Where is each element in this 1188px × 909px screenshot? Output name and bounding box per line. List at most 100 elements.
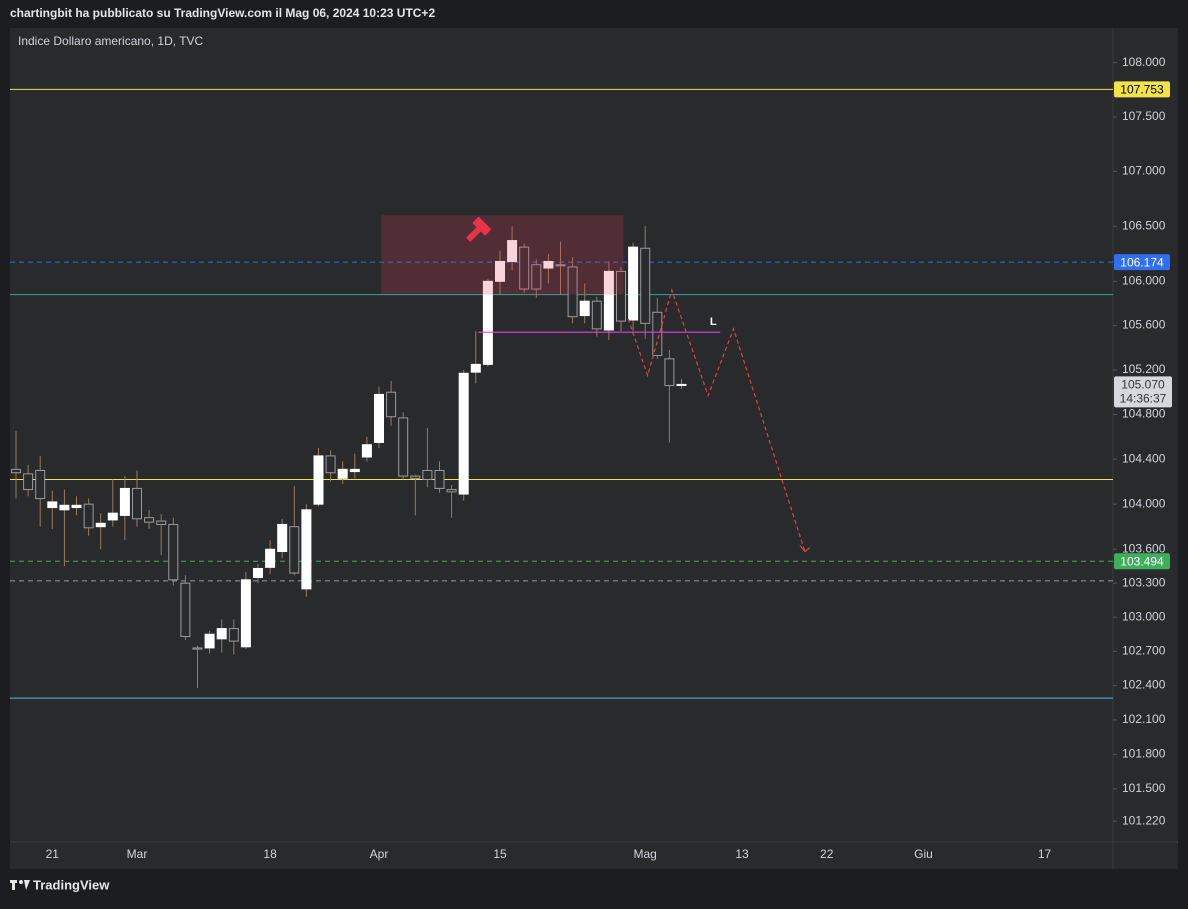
plot-area	[10, 28, 1113, 842]
y-tick-label: 103.300	[1122, 575, 1166, 589]
last-price-bg	[1114, 376, 1172, 408]
candle-body	[289, 526, 300, 574]
candle-body	[543, 260, 554, 269]
candle-body	[458, 372, 469, 495]
candle-body	[398, 417, 409, 477]
candle-body	[603, 270, 614, 331]
price-label: 107.753	[1120, 83, 1164, 97]
y-tick-label: 101.500	[1122, 781, 1166, 795]
candle-body	[410, 475, 421, 479]
candle-body	[361, 444, 372, 458]
candle-body	[422, 469, 433, 480]
candle-body	[35, 469, 46, 500]
x-tick-label: Giu	[914, 847, 933, 861]
candle-body	[119, 487, 130, 516]
y-tick-label: 106.000	[1122, 273, 1166, 287]
candle-body	[325, 455, 336, 474]
y-tick-label: 103.000	[1122, 609, 1166, 623]
marker-label: L	[710, 316, 717, 328]
price-label: 103.494	[1120, 554, 1164, 568]
price-label-bg	[1114, 553, 1170, 570]
candle-body	[277, 523, 288, 553]
candle-body	[192, 647, 203, 650]
candle-body	[71, 504, 82, 509]
logo	[10, 880, 30, 890]
candle-body	[83, 503, 94, 529]
candle-body	[640, 247, 651, 324]
candle-body	[470, 363, 481, 373]
y-tick-label: 101.220	[1122, 813, 1166, 827]
y-tick-label: 104.800	[1122, 407, 1166, 421]
candle-body	[628, 246, 639, 321]
candle-body	[168, 523, 179, 581]
last-price-label: 105.070	[1121, 378, 1165, 392]
candle-body	[156, 520, 167, 525]
x-tick-label: 15	[493, 847, 507, 861]
candle-body	[531, 264, 542, 290]
candle-body	[107, 512, 118, 521]
x-tick-label: Apr	[370, 847, 389, 861]
y-tick-label: 107.500	[1122, 109, 1166, 123]
candle-body	[446, 489, 457, 493]
projection-path	[627, 288, 806, 552]
y-tick-label: 102.700	[1122, 644, 1166, 658]
y-tick-label: 108.000	[1122, 55, 1166, 69]
symbol-title: Indice Dollaro americano, 1D, TVC	[18, 34, 204, 48]
y-tick-label: 103.600	[1122, 541, 1166, 555]
candle-body	[519, 246, 530, 290]
x-tick-label: 18	[263, 847, 277, 861]
candle-body	[507, 240, 518, 262]
candle-body	[579, 300, 590, 317]
y-tick-label: 101.800	[1122, 746, 1166, 760]
hammer-icon	[465, 216, 492, 243]
candle-body	[652, 311, 663, 356]
price-axis	[1113, 28, 1178, 842]
candle-body	[676, 383, 687, 387]
x-tick-label: Mag	[634, 847, 657, 861]
candle-body	[374, 393, 384, 443]
candle-body	[301, 509, 312, 590]
plot: L	[10, 88, 1113, 699]
candle-body	[591, 300, 602, 330]
x-tick-label: 17	[1038, 847, 1052, 861]
candle-body	[337, 468, 348, 479]
candle-body	[555, 264, 566, 267]
y-tick-label: 107.000	[1122, 164, 1166, 178]
x-tick-label: Mar	[127, 847, 148, 861]
x-tick-label: 13	[735, 847, 749, 861]
y-tick-label: 104.400	[1122, 451, 1166, 465]
time-axis	[10, 842, 1178, 869]
y-tick-label: 105.200	[1122, 362, 1166, 376]
candle-body	[434, 469, 445, 489]
header: chartingbit ha pubblicato su TradingView…	[10, 6, 435, 20]
candle-body	[349, 468, 360, 473]
candle-body	[11, 468, 21, 474]
candle-body	[216, 628, 227, 640]
candle-body	[228, 628, 239, 642]
price-label: 106.174	[1120, 255, 1164, 269]
candle-body	[144, 517, 155, 523]
x-tick-label: 22	[820, 847, 834, 861]
candle-body	[616, 270, 626, 322]
candle-body	[95, 522, 106, 528]
y-tick-label: 102.100	[1122, 712, 1166, 726]
candle-body	[567, 266, 578, 318]
candle-body	[132, 487, 142, 520]
candle-body	[240, 579, 251, 648]
projection-arrow	[799, 545, 811, 553]
footer-brand: TradingView	[33, 877, 110, 892]
y-tick-label: 105.600	[1122, 318, 1166, 332]
x-tick-label: 21	[46, 847, 60, 861]
candle-body	[495, 260, 505, 282]
candle-body	[253, 567, 263, 579]
y-tick-label: 104.000	[1122, 496, 1166, 510]
y-tick-label: 102.400	[1122, 678, 1166, 692]
candle-body	[265, 548, 276, 568]
candle-body	[664, 358, 675, 387]
candle-body	[180, 582, 191, 638]
countdown: 14:36:37	[1120, 392, 1167, 406]
zone	[381, 215, 624, 295]
candle-body	[47, 501, 58, 509]
